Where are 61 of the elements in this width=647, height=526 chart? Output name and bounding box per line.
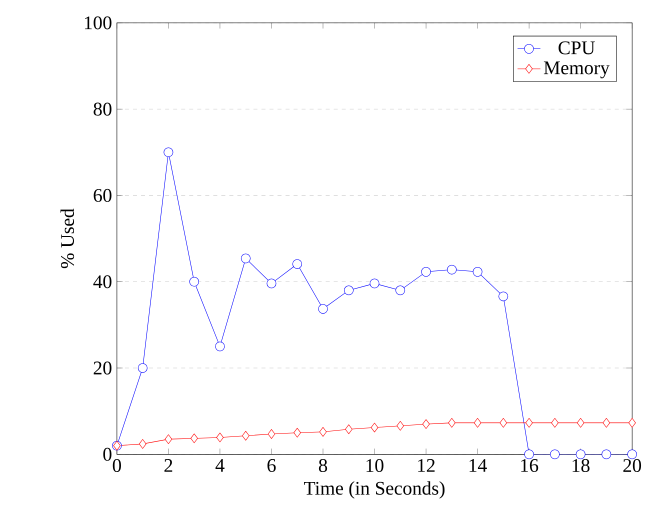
point: [319, 426, 327, 437]
point: [138, 363, 148, 373]
x-tick-label: 12: [418, 458, 435, 472]
point: [448, 418, 456, 428]
point: [446, 264, 457, 274]
y-tick-label: 60: [94, 188, 112, 202]
point: [266, 278, 276, 288]
point: [500, 418, 508, 428]
point: [318, 304, 328, 314]
point: [138, 438, 146, 449]
point: [472, 266, 482, 276]
x-tick-label: 10: [366, 458, 384, 472]
point: [396, 420, 404, 431]
x-tick-label: 4: [216, 458, 224, 472]
legend-label: CPU: [558, 41, 595, 54]
x-axis-title: Time (in Seconds): [304, 481, 445, 499]
point: [602, 418, 610, 428]
point: [292, 259, 302, 269]
x-tick-label: 2: [164, 458, 172, 472]
point: [268, 429, 276, 439]
point: [628, 418, 636, 428]
point: [498, 291, 508, 302]
point: [370, 422, 378, 432]
y-tick-label: 20: [94, 361, 112, 374]
point: [344, 285, 354, 296]
point: [525, 418, 533, 428]
point: [422, 419, 430, 429]
x-tick-label: 20: [623, 458, 642, 472]
point: [345, 424, 352, 434]
point: [602, 449, 612, 459]
point: [551, 418, 559, 428]
point: [190, 433, 198, 444]
y-tick-label: 40: [93, 275, 112, 288]
point: [421, 266, 431, 276]
point: [474, 418, 482, 428]
point: [164, 434, 172, 444]
x-tick-label: 18: [572, 458, 590, 472]
point: [240, 253, 251, 264]
point: [576, 418, 584, 428]
y-axis-title: % Used: [60, 208, 74, 268]
y-tick-label: 100: [84, 16, 112, 30]
point: [627, 449, 637, 459]
x-tick-label: 6: [267, 458, 276, 472]
x-tick-label: 8: [318, 458, 328, 472]
point: [294, 428, 301, 438]
point: [215, 341, 225, 352]
point: [524, 449, 534, 459]
x-tick-label: 16: [521, 458, 538, 472]
point: [216, 432, 224, 442]
point: [164, 147, 174, 157]
y-tick-label: 0: [103, 448, 112, 461]
point: [370, 278, 380, 288]
x-tick-label: 0: [112, 458, 121, 472]
legend-label: Memory: [544, 61, 610, 78]
y-tick-label: 80: [94, 102, 112, 116]
point: [576, 449, 586, 459]
x-tick-label: 14: [470, 458, 487, 472]
point: [242, 430, 250, 440]
point: [550, 449, 560, 459]
point: [189, 276, 200, 286]
point: [395, 285, 406, 296]
